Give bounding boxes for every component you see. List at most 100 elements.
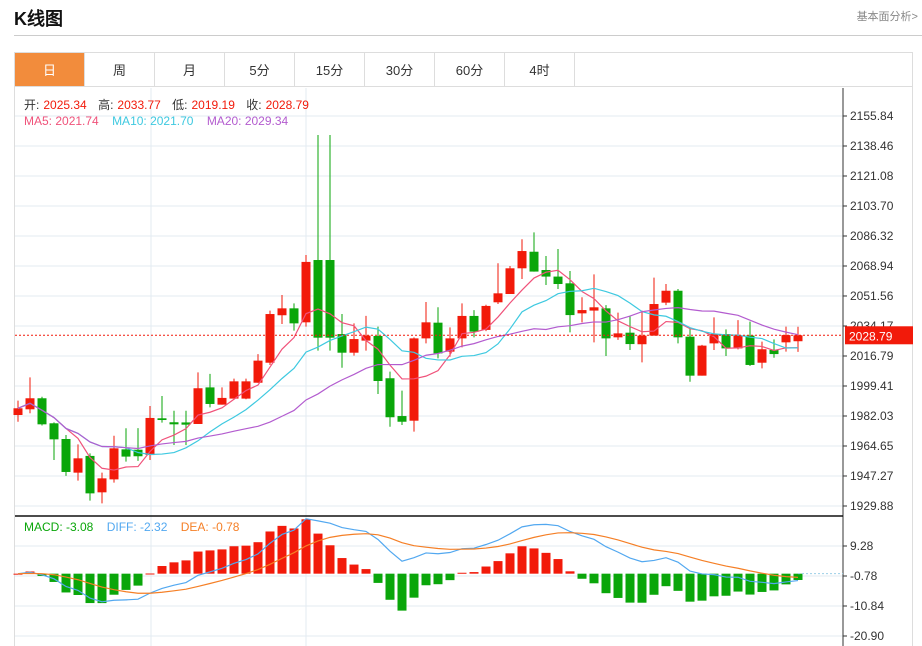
macd-bar [445,573,455,581]
macd-bar [529,548,539,574]
divider [14,35,922,36]
tab-week[interactable]: 周 [85,53,155,86]
candle-up [409,338,419,421]
tab-30min[interactable]: 30分 [365,53,435,86]
macd-bar [133,573,143,586]
macd-bar [493,561,503,574]
macd-bar [13,573,23,575]
candle-up [793,335,803,342]
candle-up [697,345,707,376]
candle-down [529,251,539,272]
macd-bar [313,533,323,574]
price-tick-label: 2051.56 [850,289,894,303]
macd-bar [781,573,791,585]
macd-bar [721,573,731,596]
macd-bar [193,551,203,574]
open-value: 2025.34 [43,98,87,112]
candle-up [577,310,587,314]
macd-bar [433,573,443,585]
high-value: 2033.77 [117,98,161,112]
macd-bar [409,573,419,598]
candle-up [781,335,791,343]
candle-up [217,397,227,405]
tab-day[interactable]: 日 [15,53,85,86]
macd-bar [397,573,407,611]
open-label: 开: [24,98,40,112]
candle-down [469,315,479,332]
macd-bar [685,573,695,602]
tab-4hour[interactable]: 4时 [505,53,575,86]
macd-tick-label: -20.90 [850,629,884,643]
close-value: 2028.79 [265,98,309,112]
price-tick-label: 2086.32 [850,229,894,243]
price-tick-label: 2121.08 [850,169,894,183]
macd-bar [289,528,299,574]
tab-15min[interactable]: 15分 [295,53,365,86]
macd-bar [97,573,107,604]
tab-60min[interactable]: 60分 [435,53,505,86]
macd-bar [85,573,95,604]
dea-line [17,532,799,594]
macd-bar [553,559,563,574]
macd-info: MACD: -3.08 DIFF: -2.32 DEA: -0.78 [24,520,243,534]
macd-bar [109,573,119,595]
candle-down [61,438,71,472]
candle-down [553,276,563,285]
candle-up [733,335,743,349]
macd-bar [565,571,575,574]
macd-bar [277,525,287,574]
macd-bar [145,573,155,575]
candle-up [517,251,527,269]
fundamental-analysis-link[interactable]: 基本面分析> [856,11,918,23]
last-price-badge [845,326,913,345]
macd-bar [649,573,659,595]
candle-up [73,458,83,473]
macd-bar [349,564,359,574]
candle-down [169,422,179,425]
ma20-line [17,307,799,450]
ma10-value: MA10: 2021.70 [112,114,194,128]
tab-5min[interactable]: 5分 [225,53,295,86]
period-tabs: 日 周 月 5分 15分 30分 60分 4时 [14,52,913,87]
candle-down [721,334,731,349]
price-tick-label: 1964.65 [850,439,894,453]
candle-up [109,448,119,480]
candle-up [253,360,263,383]
macd-bar [709,573,719,597]
candle-up [301,261,311,323]
macd-bar [697,573,707,601]
macd-bar [373,573,383,583]
macd-bar [637,573,647,603]
candle-down [157,418,167,421]
candle-up [445,338,455,352]
candle-down [541,270,551,277]
macd-tick-label: -0.78 [850,569,878,583]
macd-bar [673,573,683,591]
candle-up [589,307,599,311]
macd-bar [181,560,191,574]
price-tick-label: 1982.03 [850,409,894,423]
candle-up [229,381,239,399]
macd-bar [481,566,491,574]
macd-bar [157,566,167,574]
candle-up [13,408,23,416]
candle-down [325,260,335,338]
candle-down [37,398,47,425]
tab-month[interactable]: 月 [155,53,225,86]
macd-bar [745,573,755,595]
candle-up [481,305,491,330]
candle-up [145,417,155,456]
candle-up [265,314,275,363]
diff-line [17,518,799,603]
candle-down [337,334,347,353]
candle-down [49,423,59,440]
macd-tick-label: 9.28 [850,539,874,553]
macd-bar [589,573,599,584]
price-tick-label: 1999.41 [850,379,894,393]
candle-up [709,334,719,344]
dea-value: DEA: -0.78 [180,520,240,534]
macd-bar [577,573,587,579]
macd-bar [421,573,431,586]
candle-up [661,290,671,303]
